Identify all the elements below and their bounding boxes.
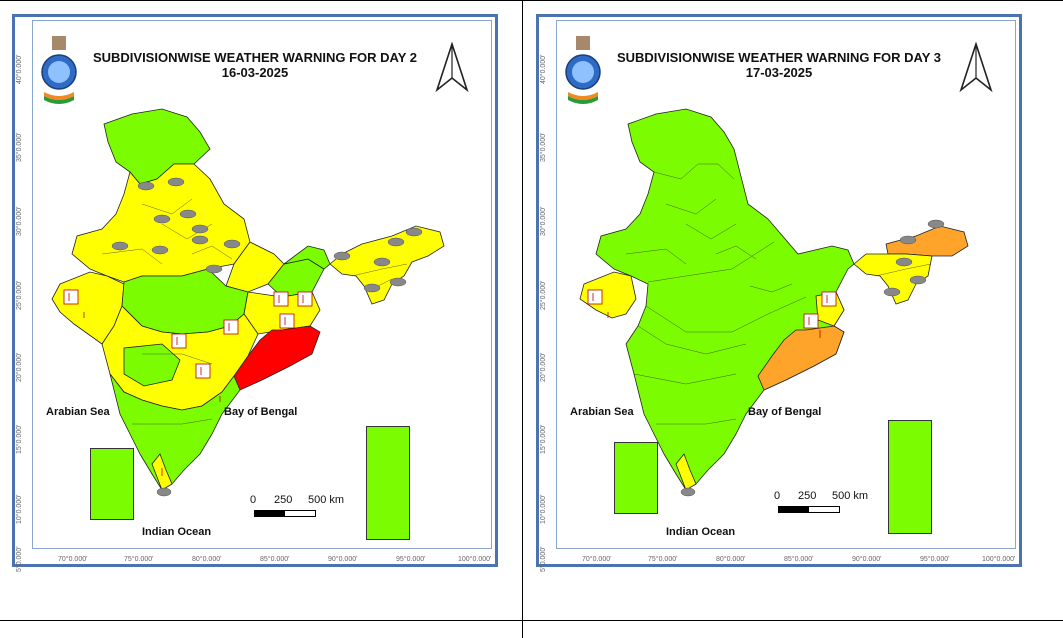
- scale-label-0: 0: [250, 494, 257, 506]
- heatwave-icons: [587, 289, 837, 338]
- lon-label: 75°0.000': [124, 556, 154, 563]
- map-title: SUBDIVISIONWISE WEATHER WARNING FOR DAY …: [12, 50, 498, 80]
- subdivision-boundaries: [101, 198, 408, 425]
- lakshadweep-inset: [90, 448, 134, 520]
- title-date: 16-03-2025: [221, 65, 289, 80]
- lat-label: 40°0.000': [16, 54, 23, 84]
- lon-label: 100°0.000': [458, 556, 492, 563]
- region-arunachal-pradesh: [885, 225, 969, 257]
- lat-label: 35°0.000': [16, 132, 23, 162]
- lon-label: 85°0.000': [784, 556, 814, 563]
- bay-of-bengal-label: Bay of Bengal: [748, 406, 822, 418]
- region-south-peninsula: [109, 373, 241, 491]
- title-line1: SUBDIVISIONWISE WEATHER WARNING FOR DAY …: [616, 50, 942, 65]
- heatwave-icons: [63, 289, 313, 476]
- lon-label: 95°0.000': [920, 556, 950, 563]
- lon-label: 75°0.000': [648, 556, 678, 563]
- lon-label: 70°0.000': [582, 556, 612, 563]
- lon-label: 95°0.000': [396, 556, 426, 563]
- lat-label: 25°0.000': [540, 280, 547, 310]
- arabian-sea-label: Arabian Sea: [570, 406, 634, 418]
- lat-label: 10°0.000': [16, 494, 23, 524]
- table-top-border: [0, 0, 1063, 1]
- lat-label: 30°0.000': [540, 206, 547, 236]
- lat-label: 5°0.000': [540, 546, 547, 572]
- region-kerala: [675, 453, 697, 491]
- title-date: 17-03-2025: [745, 65, 813, 80]
- andaman-nicobar-inset: [888, 420, 932, 534]
- lat-label: 35°0.000': [540, 132, 547, 162]
- scale-label-250: 250: [274, 494, 293, 506]
- north-arrow-icon: [958, 41, 994, 94]
- lon-label: 80°0.000': [192, 556, 222, 563]
- map-neatline: [556, 20, 1016, 549]
- imd-emblem: [38, 34, 80, 110]
- map-title: SUBDIVISIONWISE WEATHER WARNING FOR DAY …: [536, 50, 1022, 80]
- region-odisha: [233, 325, 321, 391]
- india-map-day2: [51, 108, 445, 497]
- region-odisha: [757, 325, 845, 391]
- lat-label: 15°0.000': [16, 424, 23, 454]
- region-saurashtra-kutch: [579, 271, 637, 319]
- andaman-nicobar-inset: [366, 426, 410, 540]
- thunderstorm-icons: [680, 219, 945, 497]
- map-neatline: [32, 20, 492, 549]
- ashoka-lion-icon: [52, 36, 66, 50]
- lon-label: 90°0.000': [328, 556, 358, 563]
- table-column-divider: [522, 0, 523, 638]
- lat-label: 40°0.000': [540, 54, 547, 84]
- lon-label: 90°0.000': [852, 556, 882, 563]
- lakshadweep-inset: [614, 442, 658, 514]
- thunderstorm-icons: [111, 177, 423, 497]
- scale-bar: [778, 506, 840, 513]
- arabian-sea-label: Arabian Sea: [46, 406, 110, 418]
- title-line1: SUBDIVISIONWISE WEATHER WARNING FOR DAY …: [92, 50, 418, 65]
- region-india-green: [595, 108, 855, 491]
- imd-emblem: [562, 34, 604, 110]
- lat-label: 5°0.000': [16, 546, 23, 572]
- lat-label: 25°0.000': [16, 280, 23, 310]
- lat-label: 20°0.000': [16, 352, 23, 382]
- north-arrow-icon: [434, 41, 470, 94]
- lat-label: 15°0.000': [540, 424, 547, 454]
- indian-ocean-label: Indian Ocean: [666, 526, 736, 538]
- lon-label: 85°0.000': [260, 556, 290, 563]
- scale-label-250: 250: [798, 490, 817, 502]
- lat-label: 20°0.000': [540, 352, 547, 382]
- ashoka-lion-icon: [576, 36, 590, 50]
- scale-label-0: 0: [774, 490, 781, 502]
- lon-label: 80°0.000': [716, 556, 746, 563]
- lon-label: 70°0.000': [58, 556, 88, 563]
- scale-label-500: 500 km: [308, 494, 345, 506]
- bay-of-bengal-label: Bay of Bengal: [224, 406, 298, 418]
- scale-label-500: 500 km: [832, 490, 869, 502]
- region-madhya-maharashtra: [123, 343, 181, 387]
- india-map-day3: [579, 108, 969, 497]
- warning-map-day3: SUBDIVISIONWISE WEATHER WARNING FOR DAY …: [536, 14, 1022, 572]
- lat-label: 10°0.000': [540, 494, 547, 524]
- lat-label: 30°0.000': [16, 206, 23, 236]
- indian-ocean-label: Indian Ocean: [142, 526, 212, 538]
- table-bottom-border: [0, 620, 1063, 621]
- scale-bar: [254, 510, 316, 517]
- lon-label: 100°0.000': [982, 556, 1016, 563]
- warning-map-day2: SUBDIVISIONWISE WEATHER WARNING FOR DAY …: [12, 14, 498, 572]
- subdivision-boundaries: [625, 163, 932, 425]
